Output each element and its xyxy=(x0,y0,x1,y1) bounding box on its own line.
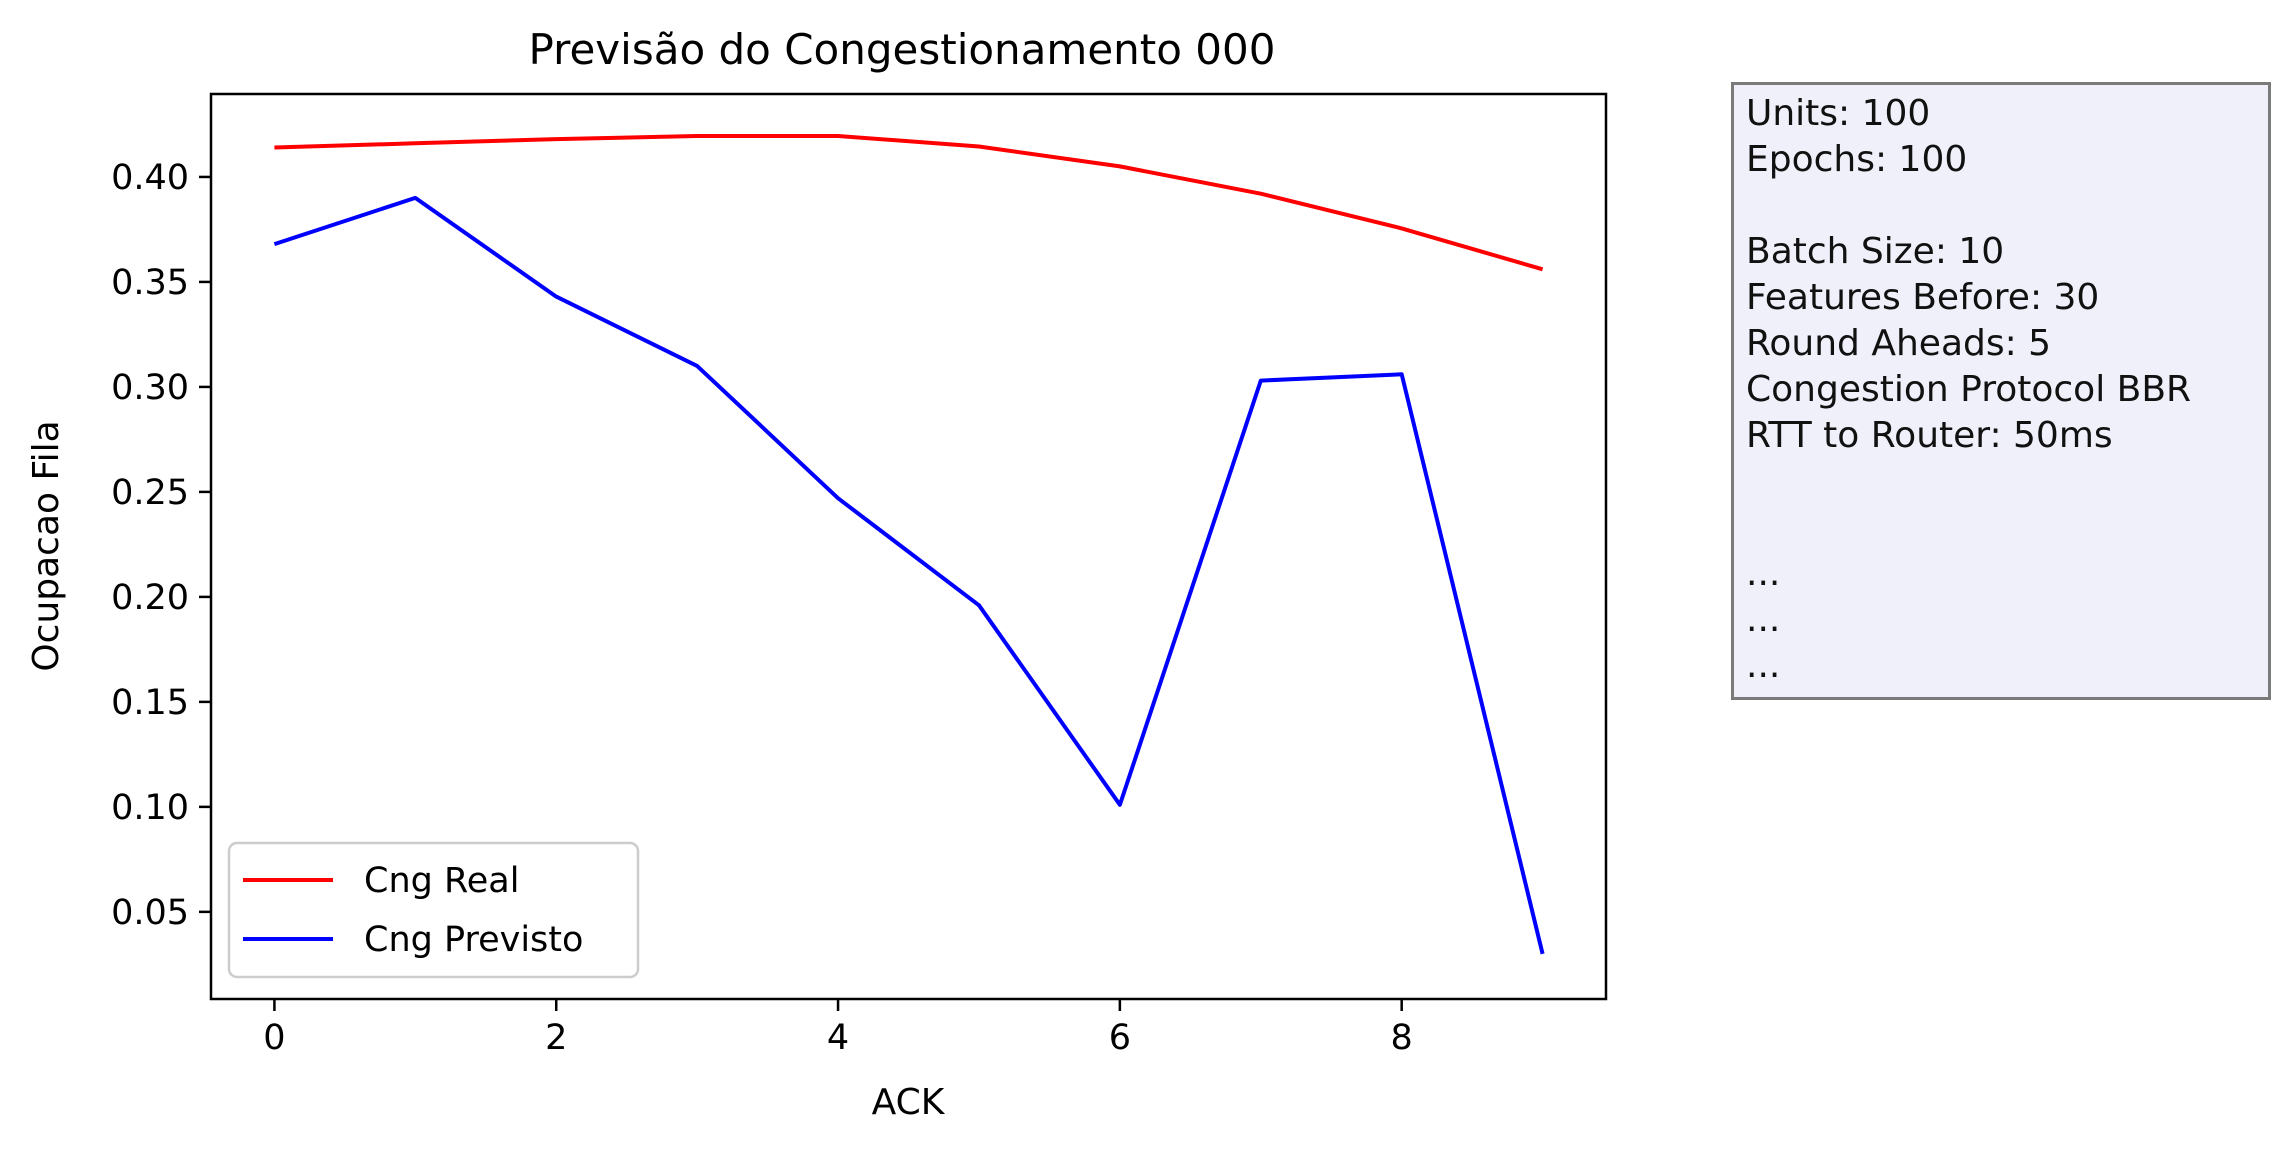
series-line-1 xyxy=(273,195,1545,955)
info-line: ... xyxy=(1746,599,1781,640)
info-line: Units: 100 xyxy=(1746,93,1931,134)
info-line: Batch Size: 10 xyxy=(1746,231,2005,272)
info-line: Congestion Protocol BBR xyxy=(1746,369,2192,410)
chart: Previsão do Congestionamento 000 0 2 4 6 8 0… xyxy=(26,25,1608,1123)
y-tick-label: 0.30 xyxy=(111,368,189,408)
info-line xyxy=(1746,459,2256,505)
y-tick-label: 0.35 xyxy=(111,263,189,303)
y-axis-label: Ocupacao Fila xyxy=(26,420,67,671)
legend-label-1: Cng Previsto xyxy=(364,920,583,960)
legend-items: Cng Real Cng Previsto xyxy=(243,861,583,960)
legend-label-0: Cng Real xyxy=(364,861,519,901)
x-axis-label: ACK xyxy=(872,1082,946,1123)
y-tick-label: 0.20 xyxy=(111,578,189,618)
x-tick-label: 6 xyxy=(1109,1018,1131,1058)
info-line: Round Aheads: 5 xyxy=(1746,323,2052,364)
info-line: ... xyxy=(1746,645,1781,686)
series-line-0 xyxy=(274,134,1544,272)
x-tick-label: 0 xyxy=(263,1018,285,1058)
chart-title: Previsão do Congestionamento 000 xyxy=(529,25,1276,74)
info-line: Epochs: 100 xyxy=(1746,139,1968,180)
info-line: RTT to Router: 50ms xyxy=(1746,415,2113,456)
info-line: Features Before: 30 xyxy=(1746,277,2100,318)
x-tick-label: 8 xyxy=(1391,1018,1413,1058)
plot-frame xyxy=(209,92,1608,1001)
x-tick-label: 2 xyxy=(545,1018,567,1058)
x-axis-ticks: 0 2 4 6 8 xyxy=(263,999,1413,1058)
legend: Cng Real Cng Previsto xyxy=(227,841,640,979)
y-axis-ticks: 0.05 0.10 0.15 0.20 0.25 0.30 0.35 0.40 xyxy=(111,158,211,933)
info-panel: Units: 100 Epochs: 100 Batch Size: 10 Featu… xyxy=(1731,82,2271,700)
y-tick-label: 0.25 xyxy=(111,473,189,513)
y-tick-label: 0.05 xyxy=(111,893,189,933)
y-tick-label: 0.15 xyxy=(111,683,189,723)
x-tick-label: 4 xyxy=(827,1018,849,1058)
y-tick-label: 0.40 xyxy=(111,158,189,198)
legend-box xyxy=(227,841,640,979)
info-line xyxy=(1746,505,2256,551)
series-layer xyxy=(273,134,1545,955)
info-line xyxy=(1746,183,2256,229)
info-line: ... xyxy=(1746,553,1781,594)
y-tick-label: 0.10 xyxy=(111,788,189,828)
